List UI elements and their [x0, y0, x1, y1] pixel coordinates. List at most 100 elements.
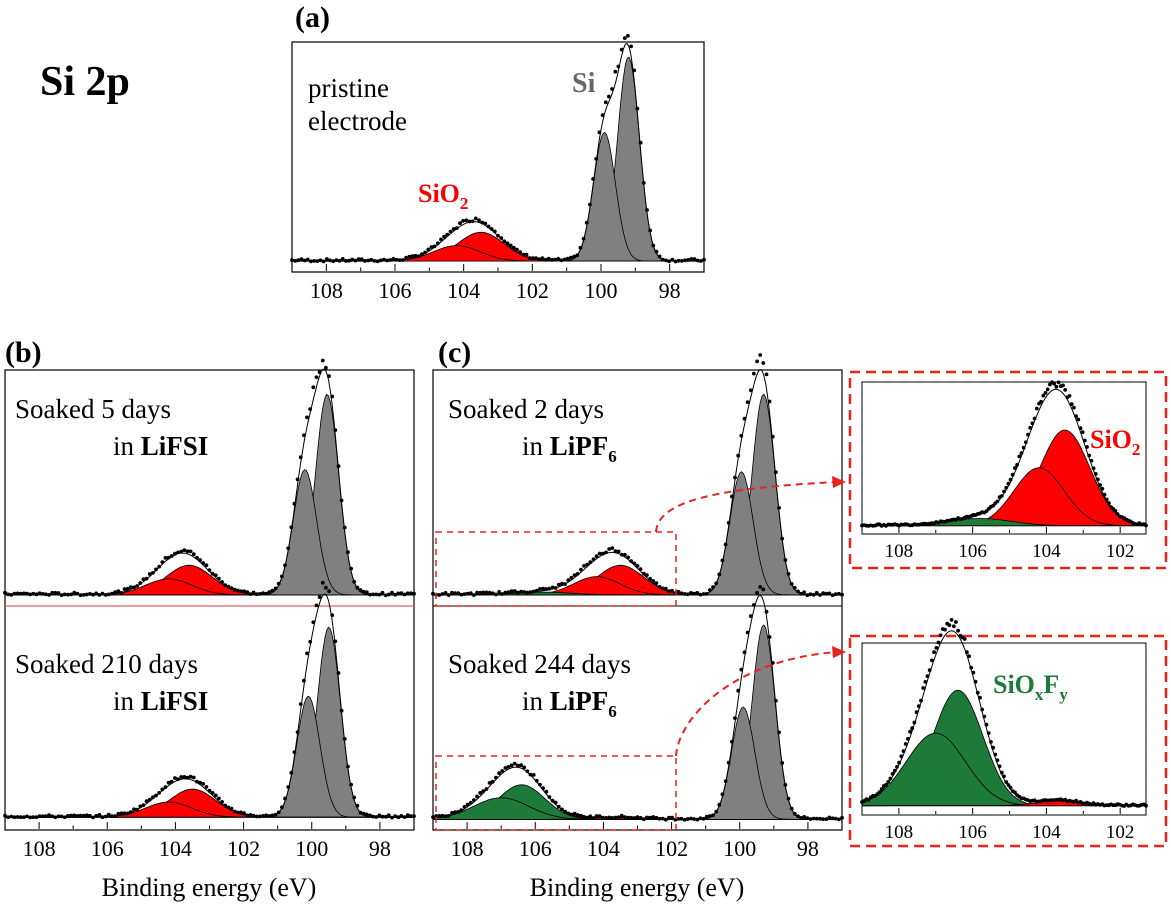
data-point: [622, 36, 627, 40]
data-point: [309, 259, 313, 264]
data-point: [629, 559, 634, 564]
data-point: [569, 255, 573, 260]
data-point: [522, 765, 527, 770]
data-point: [361, 589, 366, 594]
data-point: [723, 542, 728, 547]
panel-b2-annotation-line1: Soaked 210 days: [15, 649, 198, 679]
data-point: [723, 779, 728, 783]
data-point: [1021, 445, 1026, 450]
data-point: [305, 415, 309, 420]
data-point: [480, 220, 485, 225]
data-point: [478, 590, 483, 595]
data-point: [515, 247, 519, 252]
data-point: [670, 815, 674, 820]
data-point: [368, 813, 372, 818]
data-point: [638, 816, 643, 820]
data-point: [289, 770, 294, 775]
data-point: [553, 800, 558, 805]
data-point: [619, 47, 624, 52]
data-point: [147, 797, 152, 802]
data-point: [497, 771, 501, 775]
data-point: [648, 576, 652, 581]
data-point: [280, 805, 284, 810]
data-point: [951, 624, 956, 629]
data-point: [286, 785, 291, 789]
data-point: [416, 254, 421, 259]
data-point: [1004, 485, 1009, 490]
data-point: [550, 585, 555, 590]
data-point: [774, 470, 778, 474]
data-point: [888, 776, 893, 781]
data-point: [235, 810, 240, 815]
data-point: [435, 241, 440, 246]
data-point: [330, 613, 335, 618]
data-point: [1054, 384, 1059, 389]
panel-b-frame: [4, 369, 415, 831]
data-point: [594, 157, 599, 161]
data-point: [264, 591, 268, 596]
x-tick-label: 98: [369, 836, 391, 861]
data-point: [431, 591, 435, 596]
data-point: [537, 257, 542, 262]
data-point: [780, 761, 785, 765]
data-point: [369, 257, 374, 262]
data-point: [298, 455, 303, 460]
data-point: [824, 591, 829, 596]
data-point: [971, 670, 976, 675]
data-point: [796, 814, 800, 819]
data-point: [432, 244, 437, 249]
data-point: [116, 589, 121, 593]
data-point: [588, 814, 593, 819]
data-point: [613, 69, 618, 74]
data-point: [808, 817, 813, 821]
data-point: [446, 593, 451, 597]
data-point: [78, 813, 83, 818]
data-point: [128, 585, 133, 589]
data-point: [541, 586, 545, 591]
data-point: [69, 813, 73, 818]
panel-b2-annotation-line2: in LiFSI: [113, 686, 208, 716]
data-point: [601, 551, 605, 556]
data-point: [257, 814, 262, 819]
data-point: [879, 787, 884, 791]
data-point: [377, 592, 382, 597]
data-point: [390, 815, 394, 820]
data-point: [264, 813, 268, 818]
data-point: [932, 650, 936, 655]
data-point: [34, 815, 39, 820]
x-tick-label: 108: [23, 836, 56, 861]
data-point: [257, 592, 262, 596]
data-point: [777, 730, 781, 735]
data-point: [686, 258, 691, 262]
data-point: [774, 698, 778, 703]
data-point: [755, 590, 759, 595]
x-tick-label: 102: [227, 836, 260, 861]
data-point: [440, 592, 445, 596]
data-point: [270, 813, 275, 818]
data-point: [191, 775, 196, 780]
data-point: [676, 258, 681, 263]
data-point: [22, 815, 26, 820]
data-point: [556, 256, 561, 261]
data-point: [366, 258, 370, 263]
data-point: [185, 549, 190, 554]
data-point: [500, 769, 505, 773]
data-point: [318, 258, 323, 263]
data-point: [604, 550, 608, 555]
data-point: [550, 258, 554, 262]
sioxfy-label-x: x: [1035, 685, 1044, 704]
data-point: [562, 257, 567, 262]
data-point: [745, 630, 750, 635]
panel-c1-annotation-line2: in LiPF6: [522, 431, 617, 466]
data-point: [695, 258, 700, 263]
data-point: [371, 814, 375, 819]
data-point: [481, 789, 486, 793]
data-point: [993, 752, 998, 757]
data-point: [328, 258, 332, 263]
data-point: [908, 729, 912, 734]
data-point: [563, 809, 567, 814]
data-point: [689, 591, 693, 595]
data-point: [597, 130, 602, 135]
panel-b1-electrolyte: LiFSI: [141, 431, 209, 461]
data-point: [585, 815, 590, 820]
